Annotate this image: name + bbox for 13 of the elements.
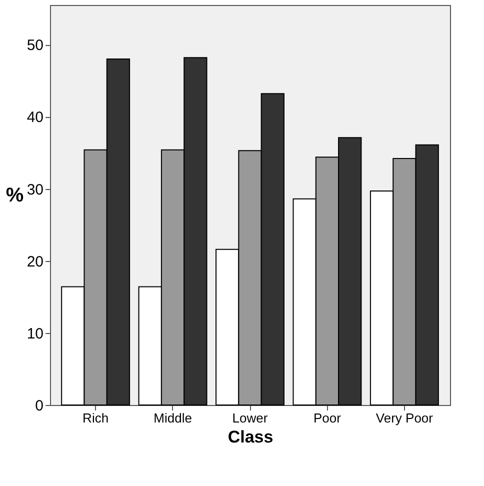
y-tick-label: 10 (26, 325, 44, 342)
y-tick-label: 40 (26, 109, 44, 126)
x-tick-label: Rich (82, 410, 109, 426)
y-tick-label: 20 (26, 253, 44, 270)
x-tick-label: Middle (154, 410, 192, 426)
x-tick-label: Poor (313, 410, 342, 426)
y-tick-label: 0 (35, 398, 44, 414)
x-tick-label: Very Poor (376, 410, 434, 426)
y-tick-label: 50 (26, 37, 44, 54)
y-axis-title: % (6, 184, 24, 206)
x-axis-title: Class (228, 428, 274, 446)
y-tick-label: 30 (26, 181, 44, 198)
x-tick-label: Lower (232, 410, 268, 426)
